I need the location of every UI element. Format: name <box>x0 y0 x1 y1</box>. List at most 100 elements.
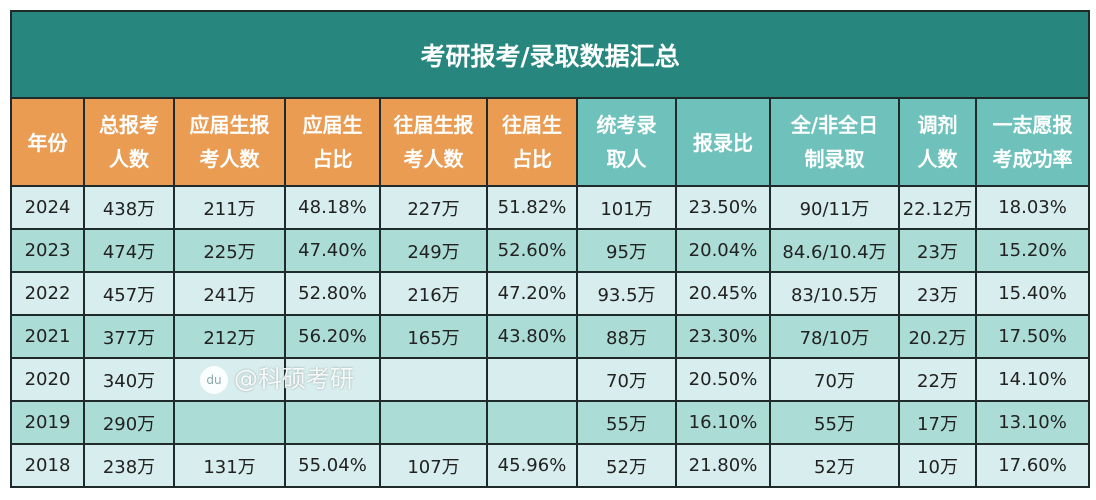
table-cell <box>284 400 381 445</box>
table-cell: 2024 <box>10 185 85 230</box>
table-cell: 2021 <box>10 314 85 359</box>
table-cell: 107万 <box>379 443 488 488</box>
column-header: 往届生报考人数 <box>379 97 488 187</box>
table-cell <box>379 357 488 402</box>
table-cell <box>486 357 578 402</box>
column-header: 调剂人数 <box>898 97 977 187</box>
table-cell: 93.5万 <box>576 271 677 316</box>
table-row: 2024 438万 211万 48.18% 227万 51.82% 101万 23.50% 90… <box>10 185 1091 230</box>
column-header: 应届生占比 <box>284 97 381 187</box>
table-cell: 457万 <box>83 271 175 316</box>
column-header-label: 报录比 <box>693 130 753 155</box>
table-cell: 83/10.5万 <box>769 271 900 316</box>
table-cell: 70万 <box>769 357 900 402</box>
column-header-label: 年份 <box>27 130 68 155</box>
table-cell: 23.50% <box>675 185 771 230</box>
table-cell: 249万 <box>379 228 488 273</box>
table-cell: 340万 <box>83 357 175 402</box>
table-cell: 52.80% <box>284 271 381 316</box>
column-header-label: 应届生报考人数 <box>189 113 270 171</box>
table-cell: 211万 <box>173 185 286 230</box>
table-cell: 2023 <box>10 228 85 273</box>
column-header-label: 全/非全日制录取 <box>790 113 879 171</box>
table-cell: 10万 <box>898 443 977 488</box>
column-header: 总报考人数 <box>83 97 175 187</box>
table-cell: 20.2万 <box>898 314 977 359</box>
table-cell: 131万 <box>173 443 286 488</box>
column-header-label: 往届生占比 <box>502 113 562 171</box>
table-row: 2021 377万 212万 56.20% 165万 43.80% 88万 23.30% 78/… <box>10 314 1091 359</box>
table-cell: 84.6/10.4万 <box>769 228 900 273</box>
table-row: 2019 290万 55万 16.10% 55万 17万 13.10% <box>10 400 1091 445</box>
table-cell: 23.30% <box>675 314 771 359</box>
table-cell: 20.45% <box>675 271 771 316</box>
table-cell: 22.12万 <box>898 185 977 230</box>
column-header-label: 总报考人数 <box>99 113 159 171</box>
table-cell: 15.40% <box>974 271 1091 316</box>
table-cell: 101万 <box>576 185 677 230</box>
column-header-label: 一志愿报考成功率 <box>992 113 1073 171</box>
column-header: 应届生报考人数 <box>173 97 286 187</box>
table-cell: 212万 <box>173 314 286 359</box>
table-cell <box>173 357 286 402</box>
table-cell: 78/10万 <box>769 314 900 359</box>
table-cell: 95万 <box>576 228 677 273</box>
table-cell <box>173 400 286 445</box>
table-cell: 47.40% <box>284 228 381 273</box>
table-cell: 238万 <box>83 443 175 488</box>
table-cell: 17.60% <box>974 443 1091 488</box>
table-cell: 17万 <box>898 400 977 445</box>
table-title: 考研报考/录取数据汇总 <box>9 10 1091 99</box>
table-cell: 2019 <box>10 400 85 445</box>
column-header-label: 统考录取人 <box>596 113 657 171</box>
table-cell: 165万 <box>379 314 488 359</box>
table-cell <box>284 357 381 402</box>
table-cell: 55.04% <box>284 443 381 488</box>
table-cell: 23万 <box>898 271 977 316</box>
table-cell: 70万 <box>576 357 677 402</box>
table-row: 2023 474万 225万 47.40% 249万 52.60% 95万 20.04% 84.… <box>10 228 1091 273</box>
table-cell: 15.20% <box>974 228 1091 273</box>
table-cell: 55万 <box>769 400 900 445</box>
column-header: 往届生占比 <box>486 97 578 187</box>
table-cell: 225万 <box>173 228 286 273</box>
column-header: 年份 <box>10 97 85 187</box>
table-cell: 45.96% <box>486 443 578 488</box>
admissions-summary-table: 考研报考/录取数据汇总 年份 总报考人数 应届生报考人数 应届生占比 往届生报考人数 往届… <box>9 10 1091 488</box>
table-cell: 22万 <box>898 357 977 402</box>
table-row: 2020 340万 70万 20.50% 70万 22万 14.10% <box>10 357 1091 402</box>
column-header: 统考录取人 <box>576 97 677 187</box>
table-cell: 2022 <box>10 271 85 316</box>
table-cell: 18.03% <box>974 185 1091 230</box>
watermark-text: @科硕考研 <box>234 365 354 393</box>
table-cell: 56.20% <box>284 314 381 359</box>
table-cell <box>379 400 488 445</box>
table-cell: 48.18% <box>284 185 381 230</box>
column-header: 报录比 <box>675 97 771 187</box>
table-cell: 55万 <box>576 400 677 445</box>
table-row: 2018 238万 131万 55.04% 107万 45.96% 52万 21.80% 52万… <box>10 443 1091 488</box>
table-cell: 47.20% <box>486 271 578 316</box>
watermark: du @科硕考研 <box>200 364 354 394</box>
table-cell: 290万 <box>83 400 175 445</box>
header-row: 年份 总报考人数 应届生报考人数 应届生占比 往届生报考人数 往届生占比 统考录取人 报录比 全… <box>10 97 1091 187</box>
column-header: 一志愿报考成功率 <box>974 97 1091 187</box>
table-cell: 52.60% <box>486 228 578 273</box>
table-cell: 88万 <box>576 314 677 359</box>
table-cell: 51.82% <box>486 185 578 230</box>
table-cell: 20.50% <box>675 357 771 402</box>
column-header-label: 往届生报考人数 <box>393 113 474 171</box>
table-cell <box>486 400 578 445</box>
table-cell: 20.04% <box>675 228 771 273</box>
table-cell: 438万 <box>83 185 175 230</box>
table-cell: 377万 <box>83 314 175 359</box>
table-cell: 2018 <box>10 443 85 488</box>
table-cell: 17.50% <box>974 314 1091 359</box>
table-cell: 13.10% <box>974 400 1091 445</box>
table-row: 2022 457万 241万 52.80% 216万 47.20% 93.5万 20.45% 8… <box>10 271 1091 316</box>
baidu-paw-icon: du <box>200 366 228 394</box>
table-cell: 16.10% <box>675 400 771 445</box>
table-cell: 14.10% <box>974 357 1091 402</box>
table-cell: 474万 <box>83 228 175 273</box>
column-header: 全/非全日制录取 <box>769 97 900 187</box>
